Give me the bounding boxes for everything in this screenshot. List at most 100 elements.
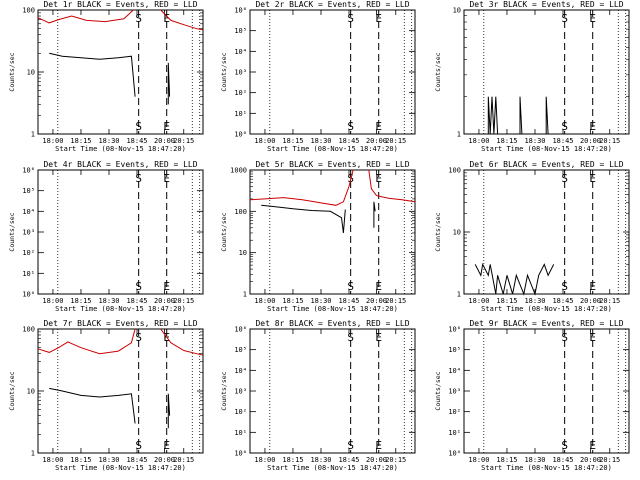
x-axis-label: Start Time (08-Nov-15 18:47:20) xyxy=(55,464,186,472)
y-axis-label: Counts/sec xyxy=(220,371,228,410)
series-line xyxy=(160,328,204,356)
x-axis-label: Start Time (08-Nov-15 18:47:20) xyxy=(481,305,612,313)
series-line xyxy=(249,169,354,206)
event-marker-label-top: S xyxy=(561,12,568,25)
event-marker-label-bottom: E xyxy=(375,120,382,133)
event-marker-label-top: E xyxy=(375,331,382,344)
x-tick-label: 18:30 xyxy=(524,297,545,305)
x-tick-label: 20:15 xyxy=(385,297,406,305)
x-tick-label: 18:15 xyxy=(496,137,517,145)
x-tick-label: 18:45 xyxy=(126,137,147,145)
x-tick-label: 20:00 xyxy=(366,297,387,305)
series-line xyxy=(49,387,136,424)
y-tick-label: 100 xyxy=(22,326,35,334)
event-marker-label-bottom: E xyxy=(163,280,170,293)
x-axis-label: Start Time (08-Nov-15 18:47:20) xyxy=(267,305,398,313)
chart-title: Det 2r BLACK = Events, RED = LLD xyxy=(255,0,409,9)
y-tick-label: 10³ xyxy=(448,388,461,396)
x-tick-label: 18:00 xyxy=(254,297,275,305)
y-tick-label: 10⁰ xyxy=(448,450,461,458)
event-marker-label-top: S xyxy=(561,331,568,344)
series-line xyxy=(167,62,171,105)
x-tick-label: 18:15 xyxy=(70,297,91,305)
series-line xyxy=(368,169,416,203)
y-tick-label: 10² xyxy=(22,249,35,257)
x-tick-label: 18:45 xyxy=(338,297,359,305)
x-tick-label: 18:45 xyxy=(552,137,573,145)
chart-title: Det 9r BLACK = Events, RED = LLD xyxy=(469,319,623,328)
x-tick-label: 18:30 xyxy=(524,137,545,145)
event-marker-label-top: S xyxy=(135,172,142,185)
event-marker-label-top: S xyxy=(347,331,354,344)
event-marker-label-top: S xyxy=(561,172,568,185)
event-marker-label-bottom: S xyxy=(561,280,568,293)
event-marker-label-bottom: S xyxy=(347,120,354,133)
x-tick-label: 18:00 xyxy=(468,137,489,145)
x-tick-label: 20:15 xyxy=(599,297,620,305)
event-marker-label-bottom: S xyxy=(561,439,568,452)
x-tick-label: 20:00 xyxy=(366,137,387,145)
y-tick-label: 10³ xyxy=(234,388,247,396)
y-axis-label: Counts/sec xyxy=(434,212,442,251)
y-tick-label: 10⁶ xyxy=(234,326,247,334)
x-tick-label: 18:00 xyxy=(42,137,63,145)
y-tick-label: 10⁵ xyxy=(22,187,35,195)
x-tick-label: 18:45 xyxy=(552,456,573,464)
y-axis-label: Counts/sec xyxy=(8,371,16,410)
chart-title: Det 4r BLACK = Events, RED = LLD xyxy=(43,160,197,169)
y-tick-label: 10 xyxy=(27,69,35,77)
event-marker-label-bottom: S xyxy=(135,120,142,133)
x-tick-label: 20:00 xyxy=(154,456,175,464)
x-tick-label: 18:45 xyxy=(338,456,359,464)
event-marker-label-bottom: E xyxy=(163,439,170,452)
series-line xyxy=(49,52,136,97)
y-tick-label: 10¹ xyxy=(234,110,247,118)
event-marker-label-top: E xyxy=(163,12,170,25)
x-axis-label: Start Time (08-Nov-15 18:47:20) xyxy=(481,145,612,153)
y-tick-label: 10 xyxy=(453,229,461,237)
event-marker-label-bottom: S xyxy=(347,439,354,452)
x-axis-label: Start Time (08-Nov-15 18:47:20) xyxy=(481,464,612,472)
x-tick-label: 20:15 xyxy=(599,137,620,145)
y-tick-label: 10³ xyxy=(234,69,247,77)
x-tick-label: 18:30 xyxy=(310,137,331,145)
event-marker-label-top: E xyxy=(589,331,596,344)
series-line xyxy=(167,393,171,429)
x-tick-label: 18:00 xyxy=(42,297,63,305)
series-line xyxy=(37,9,134,24)
x-tick-label: 18:30 xyxy=(98,456,119,464)
y-tick-label: 10⁰ xyxy=(234,450,247,458)
y-tick-label: 1 xyxy=(31,131,35,139)
x-tick-label: 18:00 xyxy=(468,456,489,464)
x-tick-label: 18:15 xyxy=(282,297,303,305)
plot-frame xyxy=(37,9,204,135)
y-tick-label: 10⁴ xyxy=(448,367,461,375)
x-tick-label: 20:00 xyxy=(154,137,175,145)
y-tick-label: 10² xyxy=(448,408,461,416)
event-marker-label-bottom: S xyxy=(135,439,142,452)
x-tick-label: 18:30 xyxy=(98,137,119,145)
chart-title: Det 8r BLACK = Events, RED = LLD xyxy=(255,319,409,328)
event-marker-label-top: E xyxy=(375,12,382,25)
x-tick-label: 20:15 xyxy=(173,297,194,305)
x-tick-label: 20:15 xyxy=(599,456,620,464)
x-tick-label: 18:15 xyxy=(282,137,303,145)
y-tick-label: 10⁴ xyxy=(234,48,247,56)
x-axis-label: Start Time (08-Nov-15 18:47:20) xyxy=(55,145,186,153)
series-line xyxy=(261,204,346,233)
x-tick-label: 18:45 xyxy=(126,297,147,305)
x-tick-label: 18:45 xyxy=(552,297,573,305)
series-line xyxy=(160,9,204,31)
chart-title: Det 7r BLACK = Events, RED = LLD xyxy=(43,319,197,328)
x-tick-label: 18:15 xyxy=(496,297,517,305)
x-tick-label: 20:15 xyxy=(385,456,406,464)
y-axis-label: Counts/sec xyxy=(434,52,442,91)
y-tick-label: 10⁰ xyxy=(22,291,35,299)
x-tick-label: 18:15 xyxy=(282,456,303,464)
series-line xyxy=(487,96,549,135)
x-tick-label: 20:00 xyxy=(580,297,601,305)
y-tick-label: 10² xyxy=(234,89,247,97)
x-tick-label: 18:00 xyxy=(254,456,275,464)
plot-frame xyxy=(249,9,416,135)
x-axis-label: Start Time (08-Nov-15 18:47:20) xyxy=(267,145,398,153)
